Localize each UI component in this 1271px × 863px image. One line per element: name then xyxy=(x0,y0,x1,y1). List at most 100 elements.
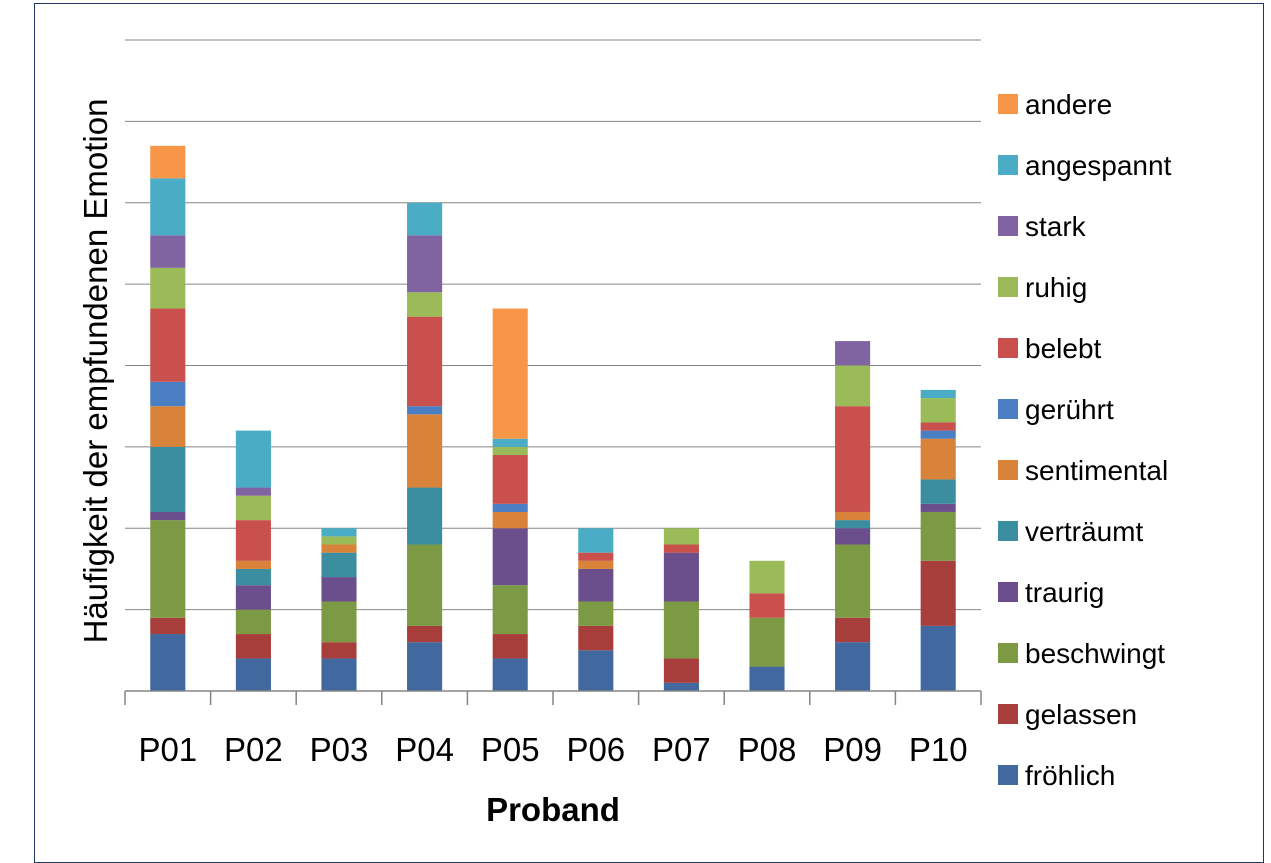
legend-label: stark xyxy=(1025,211,1087,242)
bar-segment xyxy=(407,625,443,643)
bar-segment xyxy=(835,520,871,529)
bar-segment xyxy=(749,666,785,691)
legend-label: traurig xyxy=(1025,577,1104,608)
bar-segment xyxy=(578,528,614,553)
bar-segment xyxy=(150,235,186,268)
bar-segment xyxy=(920,438,956,480)
y-axis-title: Häufigkeit der empfundenen Emotion xyxy=(77,99,114,644)
legend-swatch xyxy=(998,521,1018,541)
bar-segment xyxy=(920,389,956,399)
bar-segment xyxy=(578,568,614,602)
bar-segment xyxy=(492,585,528,635)
legend-swatch xyxy=(998,460,1018,480)
legend-swatch xyxy=(998,399,1018,419)
bar-segment xyxy=(492,658,528,691)
bar-segment xyxy=(492,438,528,447)
x-tick-label: P07 xyxy=(652,731,711,768)
bar-segment xyxy=(663,601,699,659)
bar-segment xyxy=(321,552,357,578)
bar-segment xyxy=(920,560,956,626)
legend-label: gerührt xyxy=(1025,394,1114,425)
bar-segment xyxy=(835,617,871,643)
legend-label: andere xyxy=(1025,89,1112,120)
bar-segment xyxy=(150,308,186,382)
bar-segment xyxy=(578,560,614,569)
bar-segment xyxy=(835,642,871,691)
chart-frame: P01 P02 P03 P04 P05 P06 P07 P08 P09 P10 andere ang… xyxy=(34,3,1264,863)
bar-segment xyxy=(920,479,956,504)
bar-segment xyxy=(321,544,357,553)
legend-label: ruhig xyxy=(1025,272,1087,303)
bar-segment xyxy=(407,642,443,691)
bar-segment xyxy=(235,568,271,586)
x-tick-label: P04 xyxy=(395,731,454,768)
bar-segment xyxy=(835,511,871,521)
bar-segment xyxy=(321,536,357,545)
x-axis: P01 P02 P03 P04 P05 P06 P07 P08 P09 P10 xyxy=(124,690,982,768)
legend-label: belebt xyxy=(1025,333,1102,364)
bar-segment xyxy=(835,406,871,512)
bar-segment xyxy=(235,609,271,635)
legend-swatch xyxy=(998,277,1018,297)
legend-swatch xyxy=(998,704,1018,724)
bar-segment xyxy=(835,365,871,407)
bar-segment xyxy=(492,511,528,529)
legend: andere angespannt stark ruhig belebt gerührt s… xyxy=(998,89,1172,791)
bar-segment xyxy=(492,308,528,439)
legend-swatch xyxy=(998,582,1018,602)
bar-segment xyxy=(492,528,528,586)
x-tick-label: P02 xyxy=(224,731,283,768)
bar-segment xyxy=(235,585,271,610)
bar-segment xyxy=(407,202,443,236)
bar-segment xyxy=(578,552,614,561)
bar-segment xyxy=(835,544,871,618)
bar-segment xyxy=(235,430,271,488)
legend-label: verträumt xyxy=(1025,516,1143,547)
legend-label: angespannt xyxy=(1025,150,1172,181)
bar-segment xyxy=(749,593,785,618)
bar-segment xyxy=(407,406,443,415)
bar-segment xyxy=(150,267,186,309)
bar-segment xyxy=(749,560,785,594)
bar-segment xyxy=(407,235,443,293)
bar-segment xyxy=(150,178,186,236)
bar-segment xyxy=(663,528,699,545)
bar-segment xyxy=(150,520,186,618)
bar-segment xyxy=(663,658,699,683)
bar-segment xyxy=(492,634,528,659)
x-tick-label: P03 xyxy=(310,731,369,768)
bar-segment xyxy=(920,398,956,423)
legend-label: gelassen xyxy=(1025,699,1137,730)
x-tick-label: P10 xyxy=(909,731,968,768)
x-tick-label: P08 xyxy=(738,731,797,768)
bar-segment xyxy=(235,487,271,496)
bars xyxy=(150,145,956,691)
bar-segment xyxy=(150,381,186,407)
bar-segment xyxy=(920,503,956,512)
bar-segment xyxy=(663,552,699,602)
bar-segment xyxy=(321,642,357,659)
legend-swatch xyxy=(998,765,1018,785)
bar-segment xyxy=(920,430,956,439)
bar-segment xyxy=(150,446,186,512)
bar-segment xyxy=(920,511,956,561)
bar-segment xyxy=(407,487,443,545)
bar-segment xyxy=(492,446,528,456)
x-tick-label: P05 xyxy=(481,731,540,768)
bar-segment xyxy=(578,650,614,691)
x-tick-label: P01 xyxy=(138,731,197,768)
stacked-bar-chart: P01 P02 P03 P04 P05 P06 P07 P08 P09 P10 andere ang… xyxy=(77,39,1172,828)
bar-segment xyxy=(321,528,357,537)
bar-segment xyxy=(150,617,186,635)
legend-swatch xyxy=(998,94,1018,114)
legend-swatch xyxy=(998,155,1018,175)
bar-segment xyxy=(492,503,528,512)
bar-segment xyxy=(578,625,614,651)
bar-segment xyxy=(407,316,443,407)
bar-segment xyxy=(150,145,186,179)
legend-label: beschwingt xyxy=(1025,638,1165,669)
bar-segment xyxy=(407,544,443,626)
bar-segment xyxy=(663,544,699,553)
bar-segment xyxy=(920,422,956,431)
bar-segment xyxy=(835,341,871,366)
